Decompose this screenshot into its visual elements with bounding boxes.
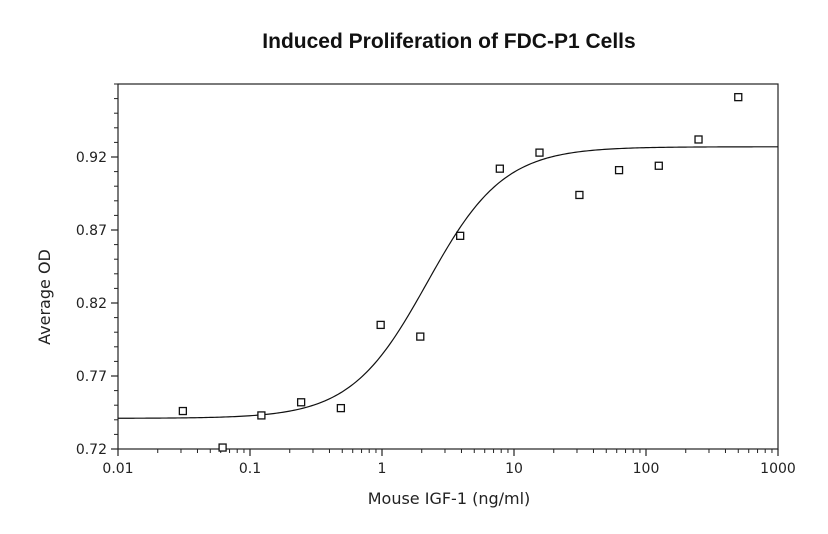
x-tick-label: 100 [633, 461, 660, 477]
x-tick-label: 1000 [760, 461, 796, 477]
data-point [178, 406, 188, 416]
data-point [575, 190, 584, 200]
chart-title: Induced Proliferation of FDC-P1 Cells [262, 30, 636, 53]
x-tick-label: 0.1 [239, 461, 261, 477]
data-point [296, 398, 306, 407]
fit-curve [117, 146, 778, 419]
data-point [456, 231, 465, 240]
data-point [416, 332, 425, 341]
data-point [218, 443, 227, 452]
plot-frame [117, 83, 779, 450]
x-tick-label: 10 [505, 461, 523, 477]
x-tick-label: 1 [378, 461, 387, 477]
x-axis-label: Mouse IGF-1 (ng/ml) [368, 489, 531, 508]
y-tick-label: 0.77 [76, 369, 107, 385]
data-point [535, 148, 544, 157]
data-point [654, 161, 663, 170]
data-point [257, 411, 266, 420]
y-tick-label: 0.92 [76, 150, 107, 166]
y-axis-label: Average OD [35, 249, 54, 345]
y-tick-label: 0.82 [76, 296, 107, 312]
data-point [495, 164, 504, 173]
data-point [734, 92, 743, 102]
data-point [376, 320, 385, 330]
x-tick-label: 0.01 [102, 461, 133, 477]
data-point [614, 165, 624, 175]
data-point [694, 135, 703, 144]
y-tick-label: 0.72 [76, 442, 107, 458]
data-point [336, 403, 346, 413]
y-tick-label: 0.87 [76, 223, 107, 239]
